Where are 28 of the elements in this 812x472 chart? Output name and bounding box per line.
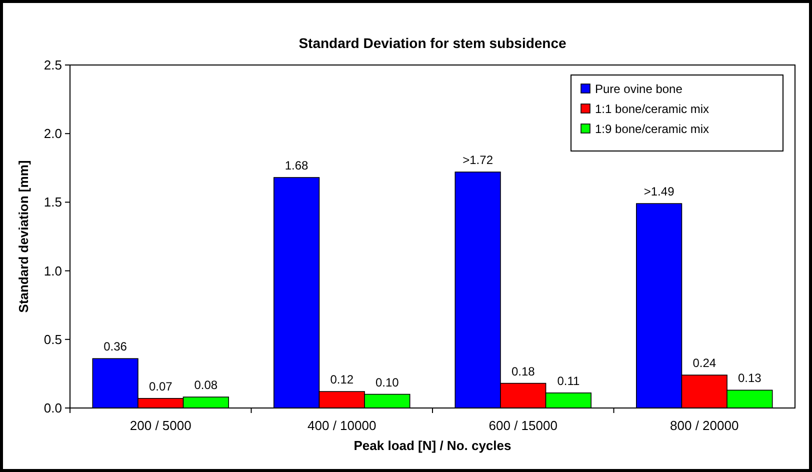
y-tick-label: 2.5	[44, 58, 62, 72]
x-tick-label: 800 / 20000	[670, 418, 739, 433]
data-label: 0.07	[148, 379, 173, 394]
data-label: >1.72	[462, 153, 494, 168]
legend-label: 1:9 bone/ceramic mix	[595, 122, 710, 136]
y-axis-title: Standard deviation [mm]	[16, 160, 31, 313]
data-label: 0.10	[376, 375, 400, 390]
data-label: 0.24	[692, 356, 716, 370]
data-label: 0.08	[194, 378, 218, 392]
legend-label: 1:1 bone/ceramic mix	[595, 102, 710, 116]
data-label: 0.18	[511, 364, 536, 378]
y-tick-label: 0.5	[44, 332, 62, 347]
y-tick-label: 0.0	[44, 400, 62, 416]
x-axis-title: Peak load [N] / No. cycles	[354, 438, 512, 453]
y-tick-label: 2.0	[44, 126, 62, 142]
x-tick-label: 200 / 5000	[130, 418, 192, 433]
data-label: >1.49	[644, 184, 675, 199]
data-label: 0.12	[330, 372, 354, 387]
data-label: 0.11	[557, 374, 580, 388]
data-label: 0.13	[738, 371, 762, 386]
chart-title: Standard Deviation for stem subsidence	[298, 35, 567, 51]
legend-label: Pure ovine bone	[595, 82, 683, 96]
data-label: 1.68	[284, 158, 309, 173]
x-tick-label: 600 / 15000	[488, 418, 558, 433]
y-tick-label: 1.5	[44, 194, 62, 210]
data-label: 0.36	[104, 340, 128, 354]
y-tick-label: 1.0	[44, 263, 62, 278]
x-tick-label: 400 / 10000	[308, 418, 376, 433]
